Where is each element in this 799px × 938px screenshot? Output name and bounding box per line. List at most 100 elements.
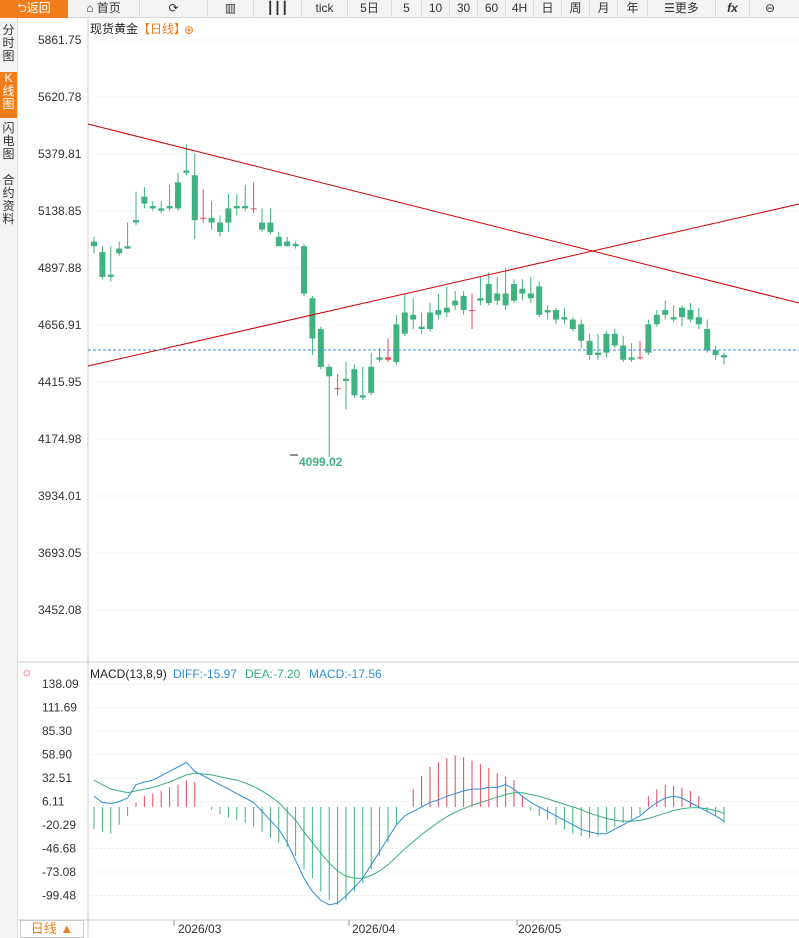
candle-body: [435, 310, 442, 315]
zoom-out-icon: ⊖: [764, 1, 776, 15]
candle-body: [385, 357, 391, 360]
period-selector[interactable]: 日线 ▲: [20, 920, 84, 938]
candle-body: [494, 293, 501, 301]
candle-body: [343, 378, 349, 382]
period-tag: 【日线】: [138, 22, 186, 36]
candle-body: [595, 352, 601, 356]
candle-body: [133, 220, 139, 223]
side-tab-timeshare-label: 分时图: [2, 23, 15, 63]
price-tick-label: 4174.98: [38, 432, 82, 446]
candle-body: [460, 295, 467, 311]
side-tab-kline-label: K线图: [2, 71, 15, 111]
macd-dea-line: [93, 772, 725, 879]
candle-body: [427, 312, 433, 329]
candle-body: [704, 328, 711, 351]
candle-body: [158, 208, 165, 211]
period-tick[interactable]: tick: [302, 0, 348, 18]
candle-body: [217, 222, 223, 233]
side-tab-timeshare[interactable]: 分时图: [0, 24, 17, 72]
candle-body: [578, 324, 585, 341]
macd-grid: [88, 683, 799, 896]
candle-body: [695, 317, 702, 325]
price-tick-label: 4897.88: [38, 261, 82, 275]
period-4h[interactable]: 4H: [506, 0, 534, 18]
refresh-button[interactable]: ⟳: [140, 0, 208, 18]
candle-body: [99, 252, 106, 277]
period-60min[interactable]: 60: [478, 0, 506, 18]
candle-body: [645, 324, 652, 353]
candle-body: [200, 217, 207, 219]
candle-type-button[interactable]: ┃┃┃: [254, 0, 302, 18]
period-day[interactable]: 日: [534, 0, 562, 18]
macd-settings-icon[interactable]: ☼: [21, 664, 33, 679]
date-label-may: 2026/05: [518, 922, 562, 936]
candle-body: [326, 366, 333, 377]
price-tick-label: 5861.75: [38, 33, 82, 47]
price-tick-label: 3452.08: [38, 603, 82, 617]
candle-body: [368, 366, 375, 393]
candle-body: [175, 182, 181, 209]
candle-body: [452, 300, 459, 306]
candle-body: [284, 241, 291, 247]
candle-body: [166, 205, 173, 209]
candle-body: [410, 314, 417, 320]
period-week[interactable]: 周: [562, 0, 590, 18]
more-button[interactable]: ☰更多: [648, 0, 716, 18]
macd-title: MACD(13,8,9): [90, 667, 167, 681]
candle-body: [561, 317, 568, 320]
candle-body: [519, 288, 526, 294]
period-30min[interactable]: 30: [450, 0, 478, 18]
price-tick-label: 4656.91: [38, 318, 82, 332]
period-year[interactable]: 年: [618, 0, 648, 18]
candle-body: [485, 284, 492, 303]
zoom-out-button[interactable]: ⊖: [750, 0, 790, 18]
side-tab-contract[interactable]: 合约资料: [0, 174, 17, 234]
formula-button[interactable]: fx: [716, 0, 750, 18]
price-tick-label: 5379.81: [38, 147, 82, 161]
candle-body: [183, 170, 190, 173]
macd-tick-label: -99.48: [42, 889, 76, 903]
back-button[interactable]: ⮌返回: [0, 0, 68, 18]
candle-body: [586, 340, 593, 356]
instrument-name: 现货黄金: [90, 21, 138, 36]
side-tab-contract-label: 合约资料: [2, 173, 15, 226]
period-month[interactable]: 月: [590, 0, 618, 18]
add-symbol-icon[interactable]: ⊕: [184, 23, 194, 37]
trendline-up[interactable]: [87, 203, 799, 367]
period-10min[interactable]: 10: [422, 0, 450, 18]
price-tick-label: 4415.95: [38, 375, 82, 389]
chart-type-button[interactable]: ▥: [208, 0, 254, 18]
side-tab-kline[interactable]: K线图: [0, 72, 17, 118]
side-tab-flash-label: 闪电图: [2, 121, 15, 161]
trendline-down[interactable]: [87, 123, 799, 304]
toolbar: ⮌返回 ⌂ 首页 ⟳ ▥ ┃┃┃ tick 5日 5 10 30 60 4H 日…: [0, 0, 799, 18]
candle-body: [527, 293, 534, 299]
candle-body: [141, 196, 148, 204]
candle-body: [242, 205, 249, 209]
period-5day[interactable]: 5日: [348, 0, 392, 18]
candle-body: [653, 314, 660, 325]
kline-chart[interactable]: 现货黄金 【日线】 ⊕ 5861.75 5620.78 5379.81 5138.85…: [18, 18, 799, 938]
candle-body: [544, 310, 551, 313]
home-button[interactable]: ⌂ 首页: [68, 0, 140, 18]
macd-value: MACD:-17.56: [309, 667, 382, 681]
candle-body: [225, 208, 232, 223]
candle-body: [620, 345, 627, 360]
side-tab-flash[interactable]: 闪电图: [0, 122, 17, 170]
macd-tick-label: 85.30: [42, 724, 72, 738]
macd-tick-label: 32.51: [42, 771, 72, 785]
candle-body: [116, 248, 123, 254]
candle-body: [292, 243, 299, 247]
candle-body: [628, 357, 635, 360]
candle-body: [721, 355, 727, 358]
bar-chart-icon: ▥: [224, 1, 237, 15]
price-tick-label: 3934.01: [38, 489, 82, 503]
back-arrow-icon: ⮌: [17, 1, 27, 15]
candle-body: [233, 205, 240, 209]
candle-body: [393, 324, 400, 363]
macd-tick-label: -46.68: [42, 842, 76, 856]
period-5min[interactable]: 5: [392, 0, 422, 18]
candle-body: [469, 310, 475, 312]
candle-body: [208, 217, 215, 223]
candlestick-icon: ┃┃┃: [266, 1, 289, 15]
